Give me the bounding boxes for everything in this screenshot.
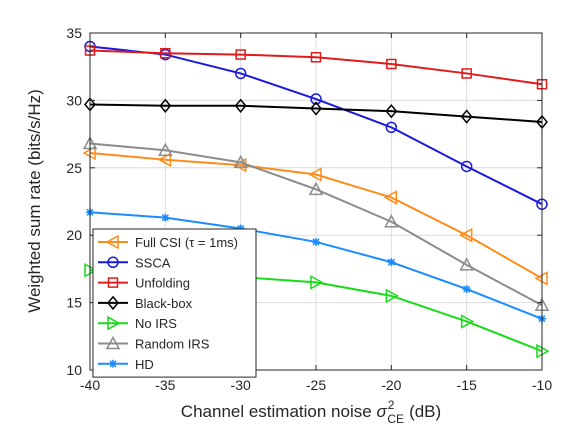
data-point — [308, 167, 322, 182]
legend-item: Black-box — [98, 295, 193, 311]
data-point — [386, 58, 397, 70]
legend-marker — [107, 277, 119, 288]
ticks: -40 -35 -30 -25 -20 -15 -10 10 15 20 25 30 35 — [66, 25, 552, 393]
legend-item: No IRS — [98, 315, 177, 331]
data-point — [233, 154, 248, 169]
x-axis-label-sup: 2 — [388, 398, 395, 412]
data-point — [160, 47, 171, 59]
y-tick-label: 35 — [66, 25, 82, 41]
x-tick-label: -30 — [231, 377, 251, 393]
data-point — [385, 121, 398, 134]
y-axis-label: Weighted sum rate (bits/s/Hz) — [25, 89, 44, 313]
y-tick-label: 25 — [66, 160, 82, 176]
x-axis-label-text: Channel estimation noise — [181, 402, 372, 421]
data-point — [310, 275, 324, 290]
legend-marker — [105, 335, 121, 350]
data-point — [158, 142, 173, 157]
x-axis-label-sub: CE — [387, 412, 404, 426]
data-point — [384, 214, 399, 228]
data-point — [310, 93, 322, 105]
y-tick-label: 10 — [66, 362, 82, 378]
legend-label: Full CSI (τ = 1ms) — [135, 235, 238, 250]
x-tick-label: -20 — [381, 377, 401, 393]
data-point — [159, 98, 172, 113]
data-point — [460, 314, 475, 329]
series-line — [89, 151, 543, 280]
data-point — [460, 160, 473, 173]
data-point — [385, 288, 399, 304]
series-line — [89, 45, 543, 206]
legend-marker — [105, 234, 119, 250]
data-point — [310, 101, 322, 116]
data-point — [308, 181, 324, 196]
legend-item: Random IRS — [98, 335, 210, 352]
legend-label: No IRS — [135, 316, 177, 331]
legend-item: Full CSI (τ = 1ms) — [98, 234, 238, 250]
y-tick-label: 15 — [66, 295, 82, 311]
data-point — [459, 227, 473, 243]
x-axis-label-symbol: σ — [376, 402, 387, 421]
series-layer — [82, 40, 550, 359]
data-point — [459, 257, 474, 271]
legend-marker — [107, 315, 121, 331]
series-line — [89, 142, 543, 307]
legend-item: Unfolding — [98, 276, 190, 291]
legend-label: Random IRS — [135, 337, 210, 352]
data-point — [236, 224, 245, 233]
x-tick-label: -40 — [80, 377, 100, 393]
x-tick-label: -25 — [306, 377, 326, 393]
series-line — [89, 49, 543, 86]
x-axis-label-unit: (dB) — [409, 402, 441, 421]
data-point — [312, 237, 320, 246]
data-point — [385, 104, 398, 119]
data-point — [460, 109, 473, 124]
legend-marker — [107, 295, 119, 311]
data-point — [461, 68, 472, 79]
data-point — [234, 98, 247, 113]
legend-label: Black-box — [135, 296, 193, 311]
series-line — [89, 103, 543, 123]
y-tick-label: 30 — [66, 92, 82, 108]
legend-label: HD — [135, 357, 154, 372]
x-tick-label: -15 — [457, 377, 477, 393]
data-point — [234, 67, 247, 80]
legend: Full CSI (τ = 1ms) SSCA Unfolding Black-box… — [92, 228, 257, 378]
legend-label: Unfolding — [135, 276, 190, 291]
legend-marker — [109, 359, 117, 368]
data-point — [383, 190, 398, 205]
data-point — [161, 213, 170, 222]
legend-item: HD — [98, 357, 154, 372]
x-tick-label: -35 — [155, 377, 175, 393]
data-point — [387, 258, 396, 267]
legend-marker — [107, 256, 119, 269]
x-tick-label: -10 — [532, 377, 552, 393]
data-point — [235, 49, 246, 60]
legend-label: SSCA — [135, 255, 171, 270]
data-point — [157, 152, 172, 167]
data-point — [310, 52, 322, 63]
x-axis-label: Channel estimation noise σ2 CE (dB) — [181, 398, 441, 426]
y-tick-label: 20 — [66, 227, 82, 243]
legend-item: SSCA — [98, 255, 171, 270]
data-point — [462, 285, 471, 294]
